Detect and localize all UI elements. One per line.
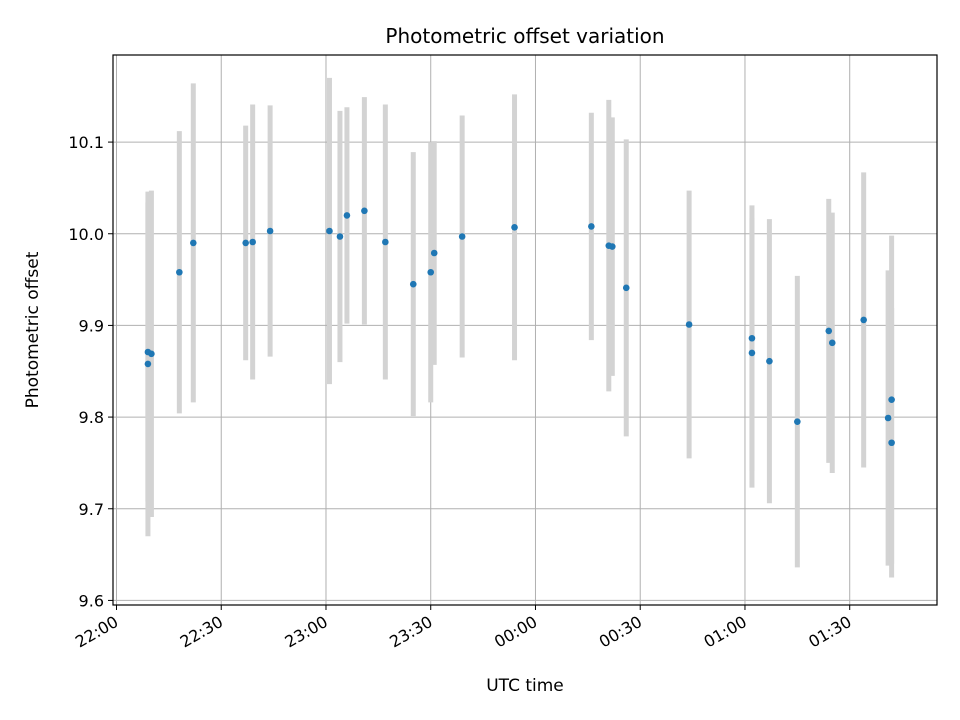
data-point [326, 227, 333, 235]
data-point [361, 207, 368, 215]
data-point [382, 238, 389, 246]
y-tick-label: 9.8 [79, 408, 104, 427]
data-point [430, 249, 438, 257]
data-point [884, 414, 892, 422]
data-point [888, 396, 895, 403]
data-point [828, 339, 836, 347]
chart-title: Photometric offset variation [385, 24, 664, 48]
data-point [511, 224, 518, 231]
data-point [608, 243, 616, 250]
data-point [860, 316, 867, 324]
data-point [748, 334, 756, 342]
y-tick-label: 9.7 [79, 500, 104, 519]
data-point [249, 238, 256, 246]
plot-frame [112, 54, 938, 606]
data-point [176, 268, 183, 276]
data-point [343, 212, 351, 219]
data-point [748, 349, 756, 357]
y-tick-label: 9.6 [79, 591, 104, 610]
data-point [825, 327, 833, 335]
y-tick-label: 10.1 [68, 133, 104, 152]
data-point [622, 284, 630, 292]
data-point [888, 439, 895, 447]
data-point [794, 418, 801, 425]
data-point [766, 357, 773, 365]
y-tick-label: 9.9 [79, 316, 104, 335]
data-point [458, 233, 466, 240]
data-point [266, 227, 274, 235]
data-point [190, 239, 197, 247]
data-point [148, 350, 155, 358]
data-points [144, 207, 895, 447]
y-axis-label: Photometric offset [23, 251, 43, 408]
y-axis-ticks: 9.6 9.7 9.8 9.9 10.0 10.1 [68, 133, 113, 610]
data-point [685, 321, 693, 328]
y-tick-label: 10.0 [68, 225, 104, 244]
data-point [336, 233, 344, 240]
data-point [242, 239, 249, 247]
data-point [427, 268, 435, 276]
data-point [409, 280, 417, 288]
x-axis-label: UTC time [486, 676, 564, 696]
data-point [588, 223, 595, 230]
data-point [144, 360, 152, 368]
